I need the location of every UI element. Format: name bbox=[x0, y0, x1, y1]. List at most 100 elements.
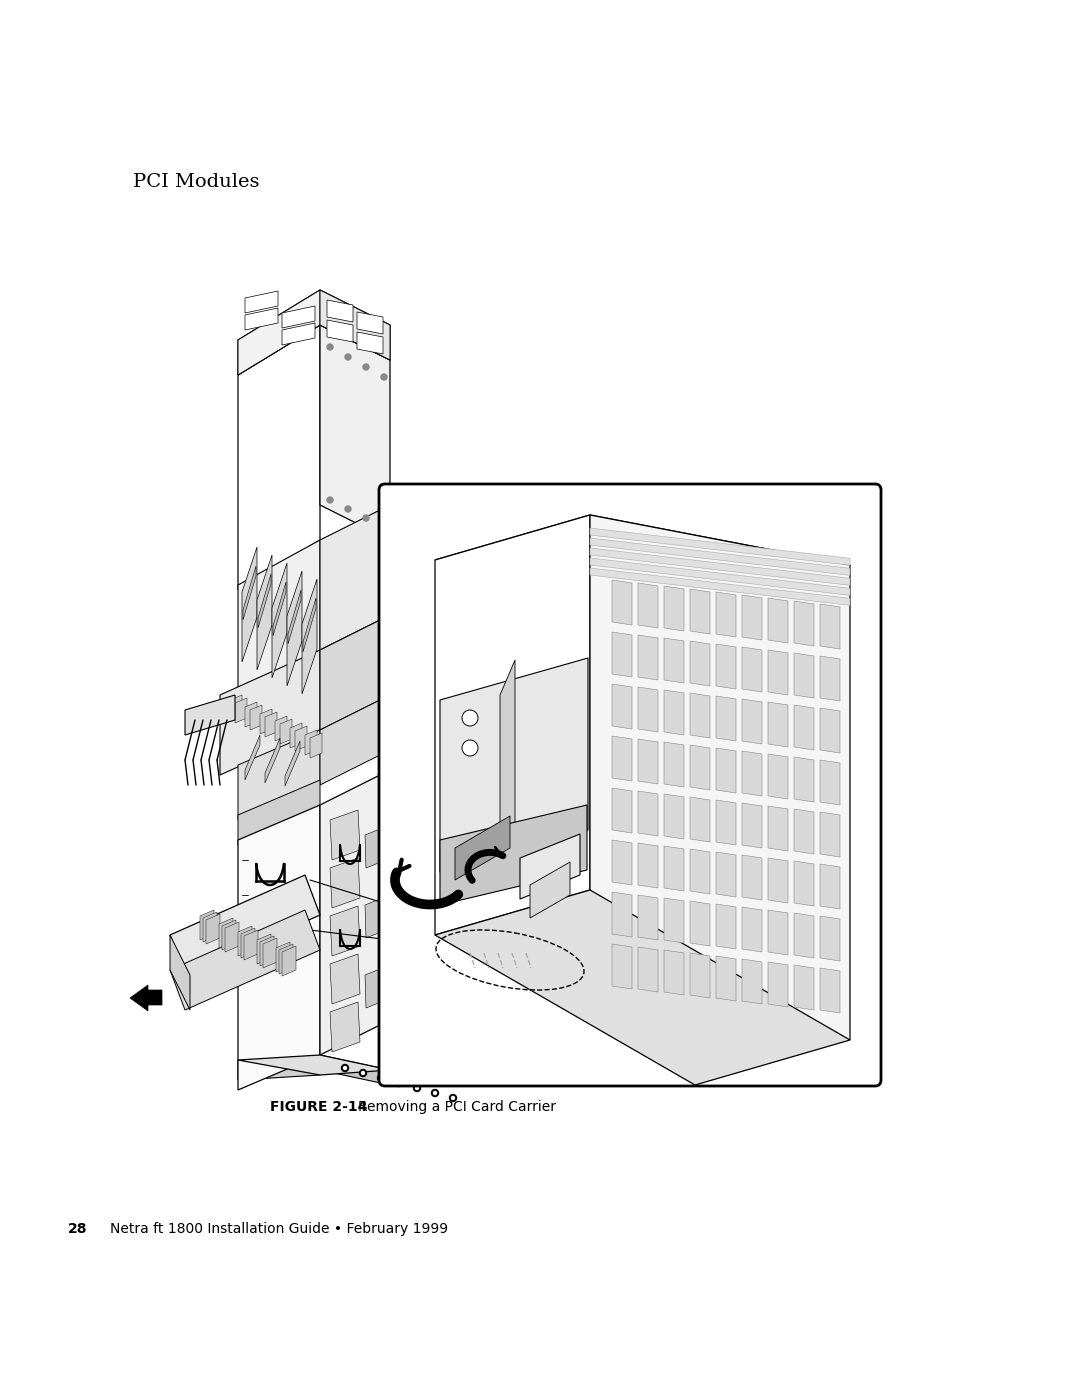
Polygon shape bbox=[638, 739, 658, 784]
Polygon shape bbox=[638, 842, 658, 888]
Polygon shape bbox=[768, 858, 788, 902]
Polygon shape bbox=[238, 926, 252, 956]
Polygon shape bbox=[357, 332, 383, 353]
Polygon shape bbox=[238, 541, 320, 694]
Polygon shape bbox=[238, 780, 320, 845]
Polygon shape bbox=[664, 898, 684, 943]
Polygon shape bbox=[820, 657, 840, 701]
Polygon shape bbox=[365, 827, 386, 868]
Polygon shape bbox=[768, 806, 788, 851]
Circle shape bbox=[395, 1080, 403, 1087]
Polygon shape bbox=[330, 1002, 360, 1052]
Polygon shape bbox=[716, 747, 735, 793]
Circle shape bbox=[363, 515, 369, 521]
Polygon shape bbox=[590, 515, 850, 1039]
Polygon shape bbox=[768, 650, 788, 694]
Circle shape bbox=[341, 1065, 349, 1071]
Polygon shape bbox=[260, 710, 272, 733]
Polygon shape bbox=[245, 735, 260, 780]
Polygon shape bbox=[235, 698, 247, 724]
Polygon shape bbox=[716, 592, 735, 637]
Polygon shape bbox=[320, 694, 390, 785]
Polygon shape bbox=[279, 944, 293, 974]
Polygon shape bbox=[170, 909, 320, 1010]
Polygon shape bbox=[241, 928, 255, 958]
Polygon shape bbox=[206, 914, 220, 944]
Polygon shape bbox=[282, 946, 296, 977]
Polygon shape bbox=[794, 965, 814, 1010]
Polygon shape bbox=[794, 705, 814, 750]
Polygon shape bbox=[794, 652, 814, 698]
Circle shape bbox=[327, 344, 333, 351]
Polygon shape bbox=[249, 705, 262, 731]
Polygon shape bbox=[238, 805, 320, 1090]
Polygon shape bbox=[219, 918, 233, 949]
Polygon shape bbox=[638, 636, 658, 680]
Polygon shape bbox=[320, 326, 390, 541]
Polygon shape bbox=[258, 574, 271, 629]
Polygon shape bbox=[500, 659, 515, 875]
Polygon shape bbox=[320, 770, 390, 1055]
Polygon shape bbox=[530, 862, 570, 918]
Circle shape bbox=[451, 1097, 455, 1099]
Polygon shape bbox=[590, 548, 850, 585]
Polygon shape bbox=[664, 742, 684, 787]
Polygon shape bbox=[690, 693, 710, 738]
Polygon shape bbox=[794, 757, 814, 802]
Polygon shape bbox=[716, 904, 735, 949]
Polygon shape bbox=[288, 590, 301, 644]
Polygon shape bbox=[742, 803, 762, 848]
Polygon shape bbox=[245, 291, 278, 313]
Circle shape bbox=[416, 1087, 419, 1090]
Polygon shape bbox=[716, 800, 735, 845]
Polygon shape bbox=[330, 810, 360, 861]
Polygon shape bbox=[664, 847, 684, 891]
Circle shape bbox=[381, 374, 387, 380]
Polygon shape bbox=[716, 696, 735, 740]
Polygon shape bbox=[285, 740, 300, 787]
Polygon shape bbox=[282, 323, 315, 345]
Polygon shape bbox=[664, 690, 684, 735]
Polygon shape bbox=[260, 936, 274, 965]
Polygon shape bbox=[742, 595, 762, 640]
Polygon shape bbox=[768, 754, 788, 799]
Polygon shape bbox=[287, 571, 302, 686]
Circle shape bbox=[360, 1070, 366, 1077]
Circle shape bbox=[381, 524, 387, 529]
Polygon shape bbox=[742, 855, 762, 900]
Polygon shape bbox=[820, 760, 840, 805]
Circle shape bbox=[362, 1071, 365, 1074]
Polygon shape bbox=[265, 712, 276, 738]
Text: Removing a PCI Card Carrier: Removing a PCI Card Carrier bbox=[357, 1099, 556, 1113]
Polygon shape bbox=[820, 863, 840, 909]
Polygon shape bbox=[590, 557, 850, 595]
Polygon shape bbox=[238, 291, 390, 374]
Circle shape bbox=[397, 1081, 401, 1084]
Polygon shape bbox=[365, 967, 386, 1009]
Polygon shape bbox=[664, 585, 684, 631]
Polygon shape bbox=[203, 912, 217, 942]
Polygon shape bbox=[768, 598, 788, 643]
Circle shape bbox=[345, 353, 351, 360]
Polygon shape bbox=[612, 580, 632, 624]
Circle shape bbox=[378, 1074, 384, 1081]
Polygon shape bbox=[220, 650, 320, 775]
Polygon shape bbox=[794, 914, 814, 958]
Polygon shape bbox=[435, 890, 850, 1085]
Polygon shape bbox=[638, 895, 658, 940]
Polygon shape bbox=[820, 604, 840, 650]
Polygon shape bbox=[690, 798, 710, 842]
Polygon shape bbox=[716, 644, 735, 689]
Polygon shape bbox=[612, 685, 632, 729]
Polygon shape bbox=[664, 793, 684, 840]
Polygon shape bbox=[440, 658, 588, 872]
Polygon shape bbox=[742, 752, 762, 796]
Circle shape bbox=[432, 1090, 438, 1097]
Polygon shape bbox=[638, 791, 658, 835]
Polygon shape bbox=[690, 901, 710, 946]
Circle shape bbox=[343, 1066, 347, 1070]
Polygon shape bbox=[257, 935, 271, 964]
Polygon shape bbox=[612, 840, 632, 886]
Polygon shape bbox=[200, 909, 214, 940]
Circle shape bbox=[414, 1084, 420, 1091]
